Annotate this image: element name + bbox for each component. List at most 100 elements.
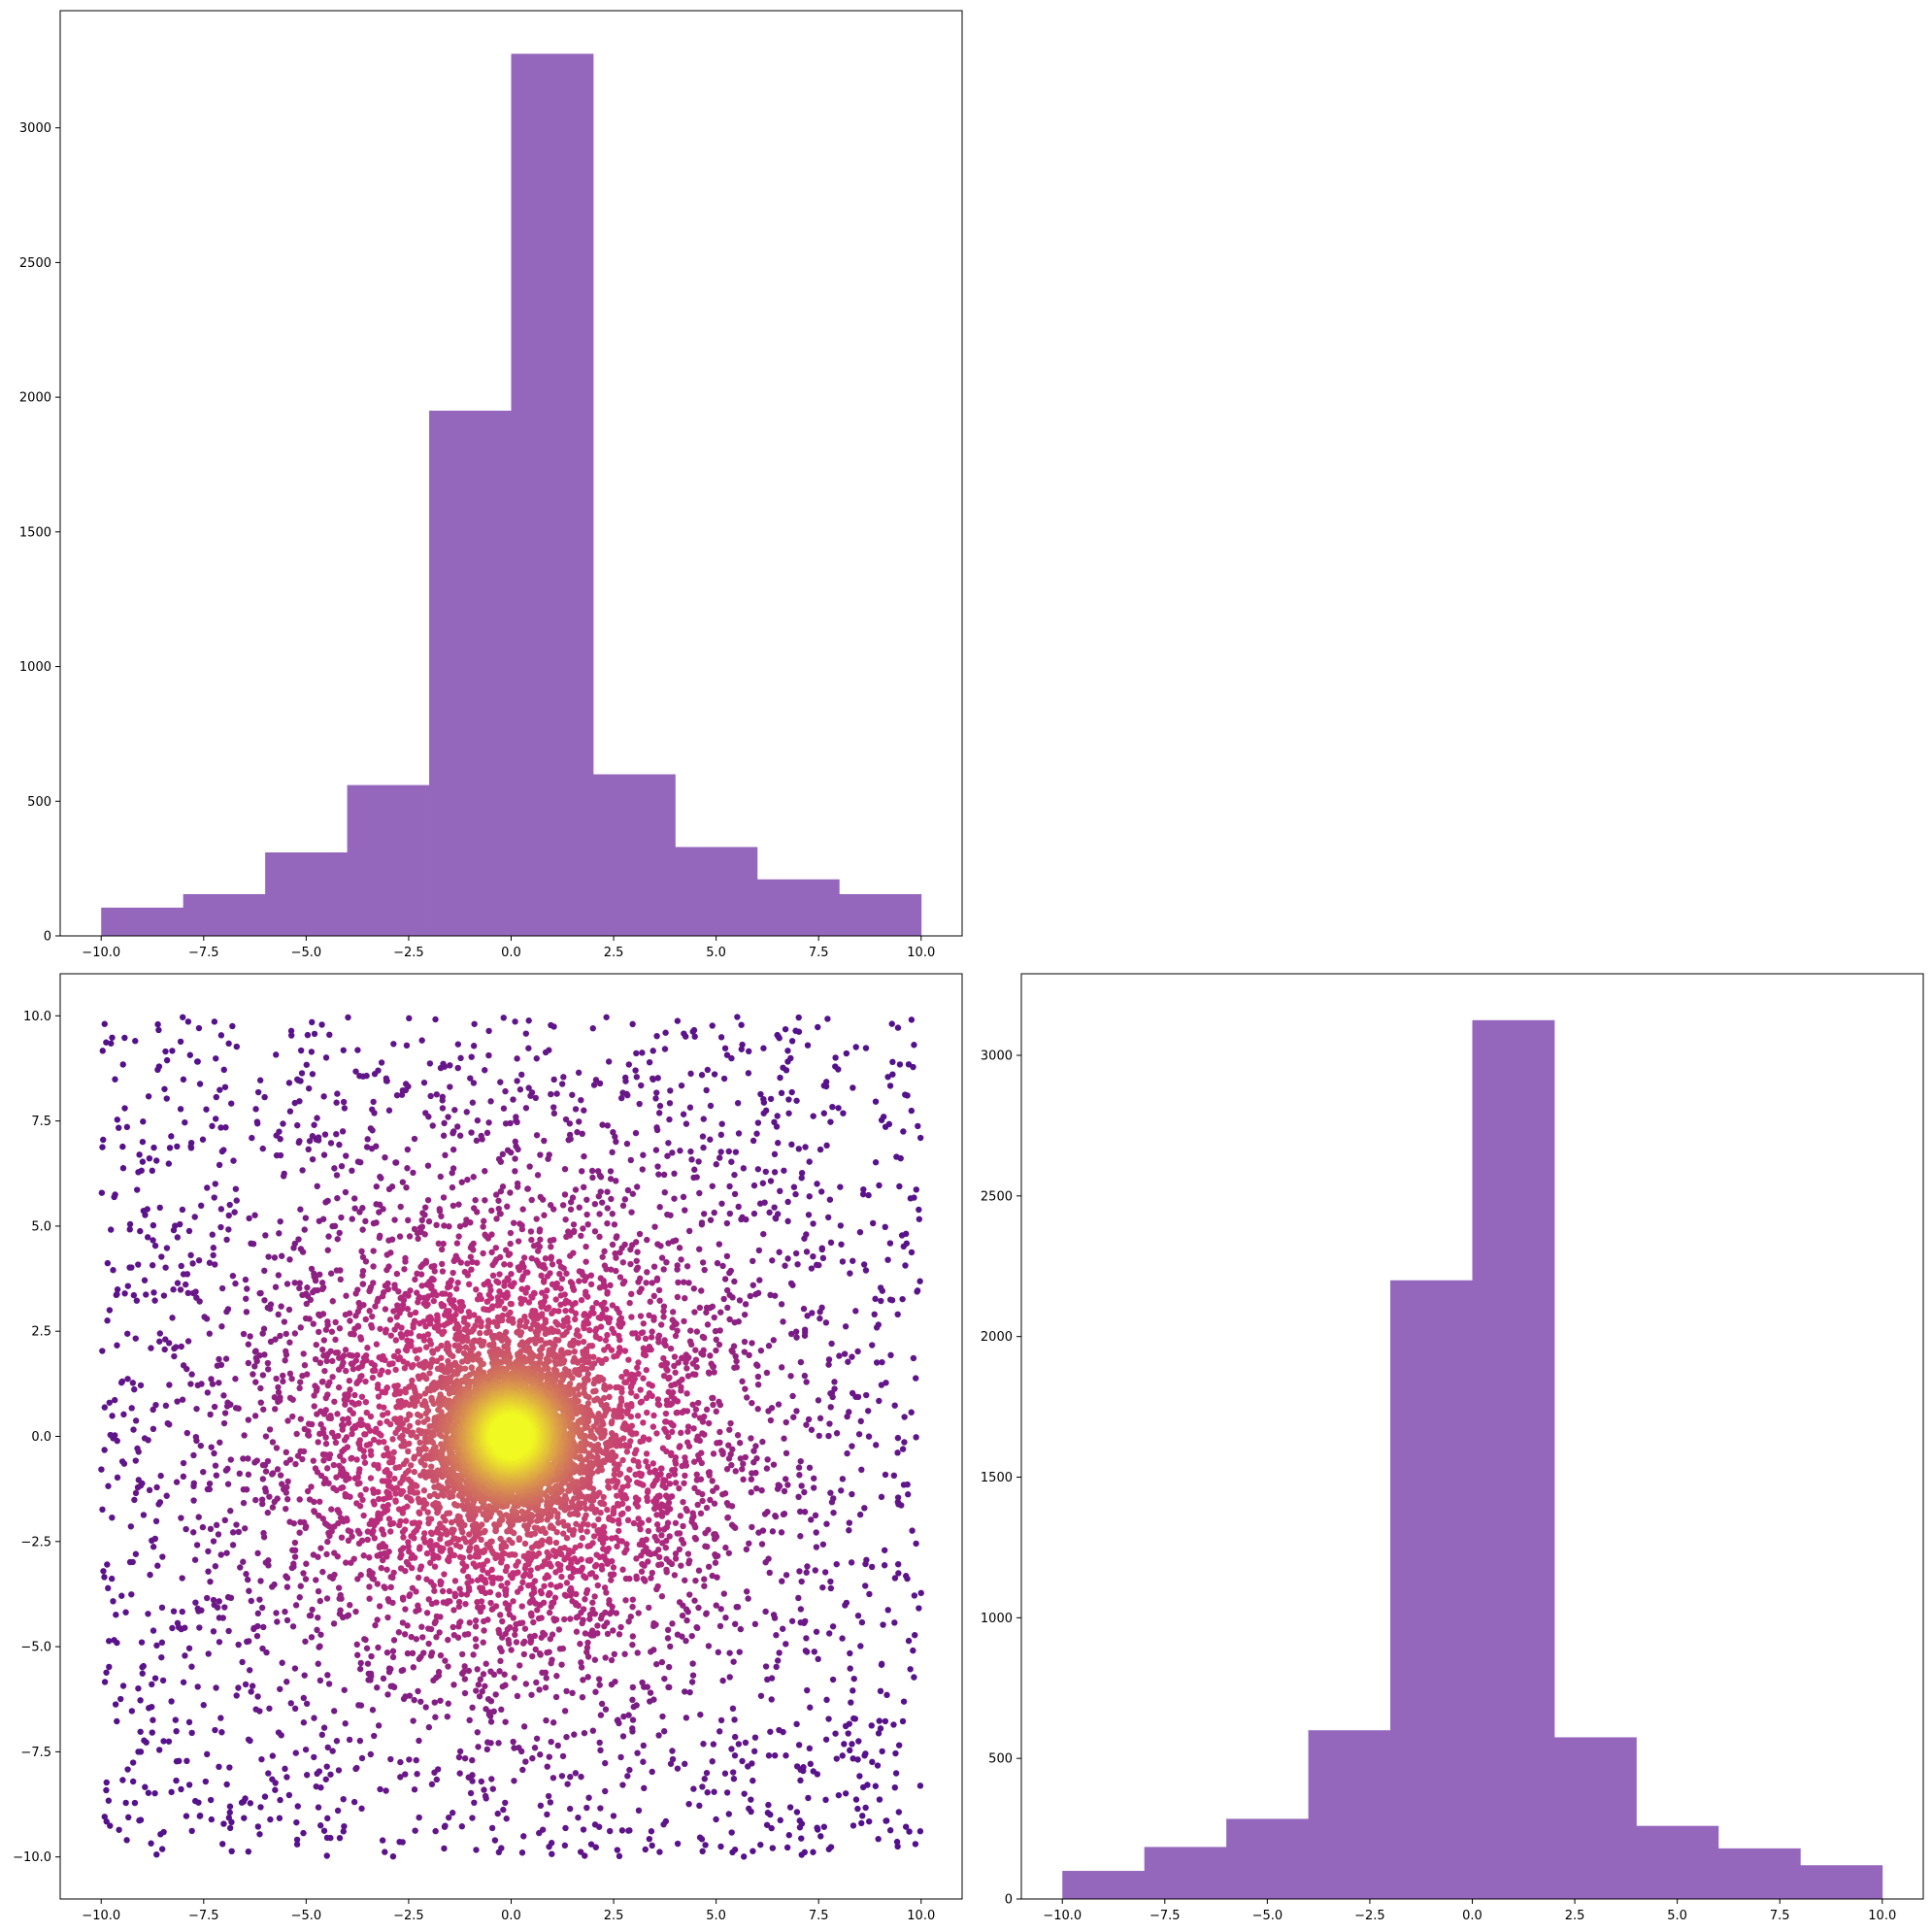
scatter-point [216, 1355, 222, 1363]
scatter-point [397, 1203, 404, 1211]
scatter-point [404, 1503, 411, 1510]
scatter-point [433, 1291, 440, 1299]
scatter-point [289, 1396, 296, 1403]
scatter-point [124, 1766, 131, 1773]
scatter-point [311, 1715, 317, 1721]
scatter-point [548, 1840, 555, 1847]
scatter-point [411, 1786, 418, 1793]
scatter-point [292, 1749, 299, 1756]
scatter-point [612, 1133, 618, 1141]
scatter-point [322, 1407, 329, 1414]
scatter-point [328, 1328, 336, 1335]
scatter-point [151, 1242, 159, 1249]
scatter-point [805, 1794, 812, 1802]
scatter-point [879, 1748, 885, 1755]
scatter-point [444, 1283, 451, 1291]
scatter-point [567, 1511, 574, 1517]
scatter-point [456, 1514, 463, 1520]
scatter-point [217, 1715, 224, 1721]
scatter-point [450, 1526, 457, 1534]
scatter-point [546, 1753, 552, 1760]
scatter-point [296, 1098, 303, 1105]
scatter-point [153, 1642, 160, 1649]
scatter-point [572, 1544, 579, 1551]
scatter-point [114, 1474, 121, 1482]
scatter-point [588, 1167, 596, 1175]
scatter-point [828, 1499, 836, 1506]
scatter-point [165, 1340, 173, 1347]
scatter-point [470, 1247, 477, 1253]
scatter-point [761, 1511, 769, 1517]
scatter-point [629, 1596, 637, 1603]
scatter-point [226, 1824, 234, 1832]
scatter-point [811, 1475, 817, 1482]
scatter-point [738, 1046, 745, 1052]
scatter-point [315, 1553, 321, 1560]
scatter-point [902, 1823, 910, 1830]
scatter-point [437, 1578, 444, 1585]
scatter-point [671, 1170, 678, 1178]
scatter-point [245, 1471, 252, 1479]
scatter-point [543, 1716, 550, 1724]
scatter-point [431, 1587, 438, 1594]
scatter-point [623, 1140, 631, 1148]
scatter-point [813, 1544, 820, 1550]
scatter-point [399, 1839, 406, 1846]
scatter-point [798, 1175, 805, 1182]
scatter-point [482, 1792, 489, 1800]
scatter-point [421, 1204, 429, 1211]
scatter-point [481, 1281, 487, 1288]
scatter-point [370, 1263, 377, 1270]
scatter-point [583, 1512, 589, 1518]
scatter-point [371, 1732, 378, 1740]
scatter-point [720, 1295, 727, 1303]
scatter-point [583, 1258, 589, 1265]
scatter-point [414, 1771, 420, 1778]
scatter-point [589, 1727, 597, 1734]
scatter-point [520, 1650, 528, 1658]
scatter-point [507, 1189, 514, 1196]
scatter-point [404, 1649, 412, 1657]
scatter-point [261, 1093, 268, 1101]
scatter-point [821, 1569, 829, 1576]
scatter-point [915, 1122, 921, 1130]
scatter-point [332, 1439, 340, 1447]
scatter-point [265, 1253, 272, 1260]
scatter-point [345, 1392, 351, 1400]
scatter-point [221, 1083, 229, 1090]
scatter-point [662, 1418, 669, 1425]
scatter-point [622, 1575, 630, 1582]
scatter-point [314, 1626, 320, 1634]
scatter-point [709, 1394, 716, 1402]
scatter-point [271, 1394, 279, 1401]
scatter-point [254, 1088, 262, 1096]
scatter-point [398, 1091, 406, 1098]
scatter-point [432, 1714, 439, 1720]
scatter-point [302, 1638, 309, 1645]
scatter-point [661, 1675, 668, 1682]
scatter-point [456, 1222, 464, 1230]
scatter-point [149, 1262, 156, 1269]
scatter-point [226, 1809, 233, 1816]
scatter-point [676, 1245, 683, 1251]
scatter-point [617, 1753, 624, 1761]
scatter-point [797, 1533, 804, 1540]
scatter-point [439, 1260, 446, 1268]
scatter-point [884, 1607, 891, 1614]
scatter-point [353, 1351, 361, 1359]
scatter-point [728, 1054, 735, 1062]
scatter-point [198, 1607, 205, 1614]
scatter-point [604, 1188, 611, 1195]
scatter-point [484, 1323, 491, 1330]
scatter-point [628, 1290, 635, 1297]
scatter-point [656, 1849, 663, 1855]
scatter-point [646, 1604, 652, 1612]
scatter-point [555, 1626, 563, 1633]
scatter-point [749, 1523, 755, 1531]
scatter-point [322, 1440, 330, 1448]
scatter-point [801, 1372, 809, 1380]
scatter-point [731, 1171, 738, 1179]
scatter-point [364, 1136, 371, 1143]
scatter-point [632, 1129, 640, 1137]
scatter-point [303, 1061, 310, 1068]
